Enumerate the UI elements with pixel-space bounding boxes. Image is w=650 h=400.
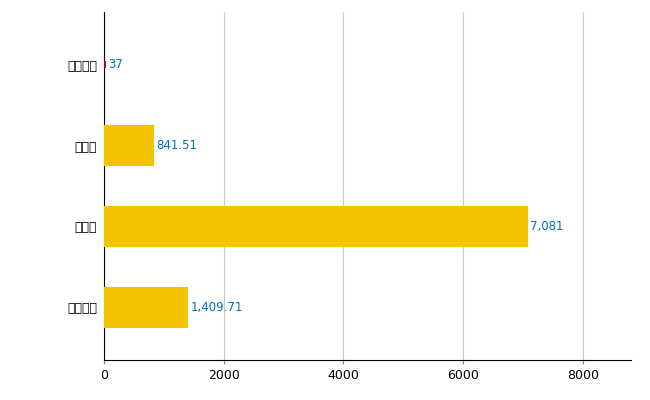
Bar	[104, 206, 528, 247]
Text: 7,081: 7,081	[530, 220, 564, 233]
Text: 841.51: 841.51	[157, 139, 198, 152]
Bar	[104, 61, 106, 68]
Text: 1,409.71: 1,409.71	[190, 301, 243, 314]
Bar	[104, 287, 188, 328]
Bar	[104, 125, 154, 166]
Text: 37: 37	[109, 58, 124, 71]
